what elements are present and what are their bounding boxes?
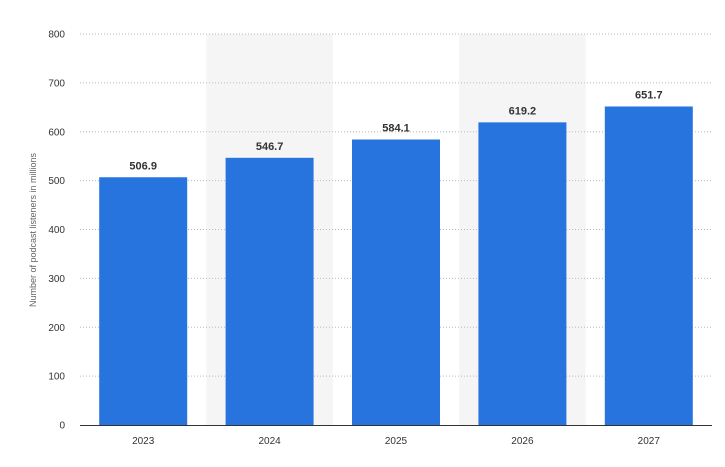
y-tick-label-700: 700 <box>48 78 65 89</box>
bars <box>99 106 693 426</box>
x-tick-label-2023: 2023 <box>132 436 155 447</box>
data-label-2024: 546.7 <box>256 141 284 153</box>
data-label-2023: 506.9 <box>129 160 157 172</box>
data-labels: 506.9 546.7 584.1 619.2 651.7 <box>129 89 662 172</box>
x-tick-label-2026: 2026 <box>511 436 534 447</box>
y-tick-label-500: 500 <box>48 176 65 187</box>
bar-2023[interactable] <box>99 177 188 425</box>
x-axis-ticks: 2023 2024 2025 2026 2027 <box>132 436 660 447</box>
x-tick-label-2027: 2027 <box>638 436 661 447</box>
y-tick-label-100: 100 <box>48 372 65 383</box>
y-tick-label-400: 400 <box>48 225 65 236</box>
bar-2027[interactable] <box>604 106 693 425</box>
y-tick-label-200: 200 <box>48 323 65 334</box>
data-label-2026: 619.2 <box>509 105 537 117</box>
y-tick-label-300: 300 <box>48 274 65 285</box>
data-label-2027: 651.7 <box>635 89 663 101</box>
x-tick-label-2025: 2025 <box>385 436 408 447</box>
x-tick-label-2024: 2024 <box>258 436 281 447</box>
y-axis-ticks: 0 100 200 300 400 500 600 700 800 <box>48 30 65 432</box>
bar-2025[interactable] <box>352 139 440 425</box>
y-tick-label-600: 600 <box>48 127 65 138</box>
bar-2026[interactable] <box>478 122 567 425</box>
bar-2024[interactable] <box>225 157 314 426</box>
y-tick-label-800: 800 <box>48 30 65 41</box>
y-axis-title: Number of podcast listeners in millions <box>28 152 38 308</box>
y-tick-label-0: 0 <box>59 421 65 432</box>
data-label-2025: 584.1 <box>382 123 410 135</box>
